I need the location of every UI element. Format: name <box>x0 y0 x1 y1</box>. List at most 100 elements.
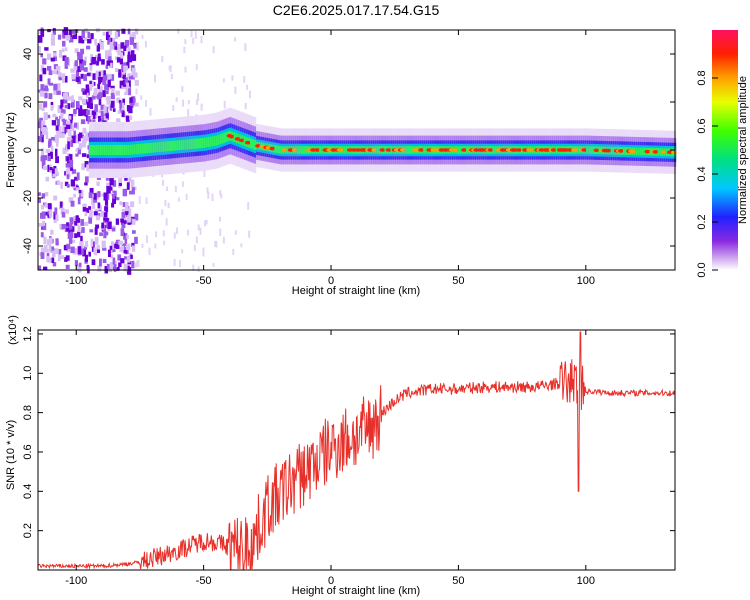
heatmap-cell <box>385 148 392 152</box>
heatmap-cell <box>54 248 59 255</box>
snr-y-label: SNR (10 * v/v) <box>5 420 17 490</box>
heatmap-cell <box>103 192 108 201</box>
heatmap-cell <box>106 263 110 269</box>
x-tick-label: 0 <box>328 275 334 287</box>
heatmap-cell <box>44 85 49 90</box>
heatmap-cell <box>95 145 98 155</box>
heatmap-cell <box>40 84 45 92</box>
heatmap-cell <box>73 216 76 220</box>
heatmap-cell <box>146 143 149 154</box>
heatmap-cell <box>65 264 70 270</box>
heatmap-cell <box>162 230 165 237</box>
heatmap-cell <box>66 184 70 188</box>
heatmap-cell <box>194 138 198 149</box>
heatmap-cell <box>232 248 235 255</box>
heatmap-cell <box>181 99 184 107</box>
heatmap-cell <box>197 93 200 101</box>
heatmap-cell <box>102 75 108 81</box>
heatmap-cell <box>73 108 77 115</box>
heatmap-cell <box>234 37 237 42</box>
heatmap-cell <box>183 46 186 54</box>
heatmap-cell <box>82 203 87 212</box>
heatmap-cell <box>244 140 251 145</box>
heatmap-cell <box>125 145 128 155</box>
heatmap-cell <box>39 103 43 110</box>
heatmap-cell <box>187 109 190 117</box>
heatmap-cell <box>82 203 87 207</box>
heatmap-cell <box>124 80 128 85</box>
heatmap-cell <box>131 187 135 195</box>
heatmap-cell <box>128 106 133 114</box>
heatmap-cell <box>80 219 85 226</box>
heatmap-cell <box>177 28 180 34</box>
heatmap-cell <box>94 237 99 245</box>
heatmap-cell <box>77 264 82 273</box>
heatmap-cell <box>184 39 187 45</box>
heatmap-cell <box>82 60 86 65</box>
heatmap-cell <box>461 148 468 152</box>
heatmap-cell <box>233 132 236 143</box>
heatmap-cell <box>192 138 196 149</box>
heatmap-cell <box>47 152 52 158</box>
heatmap-cell <box>125 86 130 95</box>
heatmap-cell <box>57 118 60 126</box>
heatmap-cell <box>53 30 56 35</box>
heatmap-cell <box>452 148 459 152</box>
heatmap-cell <box>550 148 557 152</box>
heatmap-cell <box>670 150 677 155</box>
heatmap-cell <box>123 263 128 272</box>
heatmap-cell <box>99 38 103 44</box>
heatmap-cell <box>82 248 87 257</box>
heatmap-cell <box>219 216 222 222</box>
heatmap-cell <box>119 246 124 252</box>
heatmap-cell <box>121 110 125 118</box>
heatmap-cell <box>123 233 128 240</box>
heatmap-cell <box>215 135 218 146</box>
heatmap-cell <box>85 132 88 138</box>
heatmap-cell <box>87 31 90 39</box>
heatmap-cell <box>79 59 84 67</box>
heatmap-cell <box>79 247 84 255</box>
heatmap-cell <box>593 148 600 153</box>
heatmap-cell <box>99 43 103 50</box>
heatmap-cell <box>205 219 208 225</box>
heatmap-cell <box>88 251 91 257</box>
heatmap-cell <box>109 42 115 50</box>
heatmap-cell <box>113 180 117 187</box>
heatmap-cell <box>83 37 88 41</box>
heatmap-cell <box>47 155 51 162</box>
heatmap-cell <box>174 185 177 193</box>
heatmap-cell <box>140 95 143 100</box>
heatmap-cell <box>81 153 87 157</box>
heatmap-cell <box>51 257 55 264</box>
heatmap-cell <box>106 60 111 66</box>
heatmap-cell <box>80 119 86 125</box>
chart-title: C2E6.2025.017.17.54.G15 <box>272 2 440 18</box>
heatmap-cell <box>137 144 141 154</box>
heatmap-cell <box>164 141 167 152</box>
heatmap-cell <box>75 76 80 83</box>
heatmap-cell <box>100 104 105 110</box>
heatmap-cell <box>62 93 67 99</box>
colorbar: 0.0 0.2 0.4 0.6 0.8 Normalized spectral ampl… <box>696 30 749 278</box>
heatmap-cell <box>131 260 135 269</box>
heatmap-cell <box>84 135 88 141</box>
heatmap-cell <box>45 148 50 154</box>
heatmap-cell <box>44 47 49 51</box>
heatmap-cell <box>46 114 51 119</box>
heatmap-cell <box>96 176 101 180</box>
heatmap-cell <box>528 148 535 152</box>
heatmap-cell <box>92 73 97 80</box>
heatmap-cell <box>95 224 100 229</box>
heatmap-cell <box>274 145 277 153</box>
heatmap-cell <box>88 216 93 224</box>
heatmap-cell <box>118 69 122 76</box>
heatmap-cell <box>162 141 165 152</box>
heatmap-cell <box>90 110 94 118</box>
heatmap-cell <box>55 65 61 72</box>
heatmap-cell <box>44 192 49 197</box>
heatmap-cell <box>129 190 134 195</box>
heatmap-cell <box>105 50 109 59</box>
heatmap-cell <box>47 78 51 85</box>
heatmap-cell <box>77 246 82 254</box>
